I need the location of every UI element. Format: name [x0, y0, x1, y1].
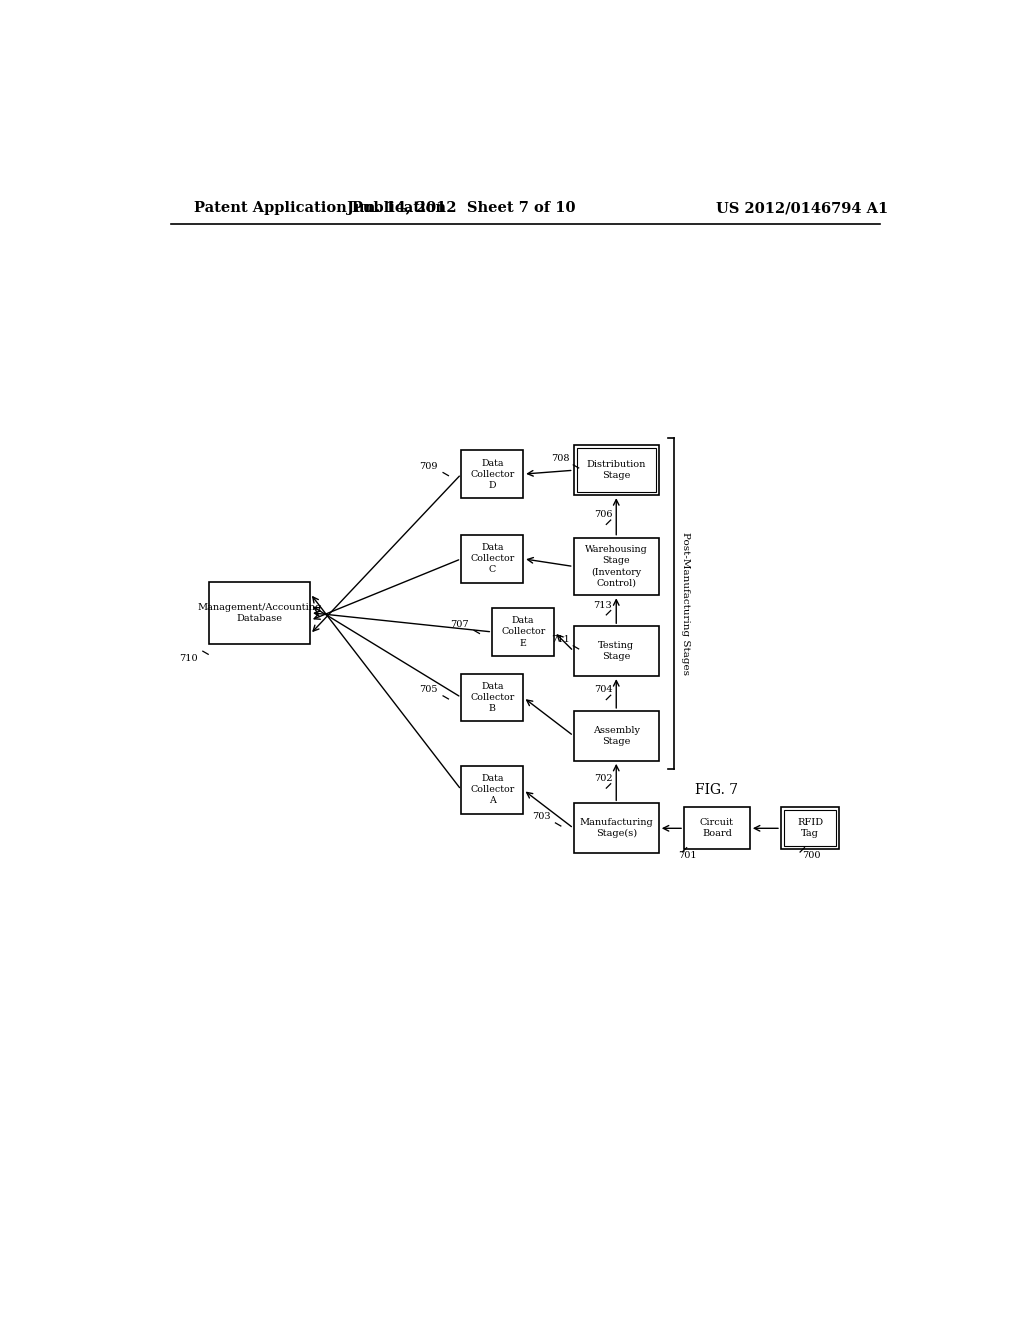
Text: 705: 705: [420, 685, 438, 694]
Text: Post-Manufacturing Stages: Post-Manufacturing Stages: [681, 532, 690, 675]
Text: Jun. 14, 2012  Sheet 7 of 10: Jun. 14, 2012 Sheet 7 of 10: [347, 202, 575, 215]
Text: Data
Collector
D: Data Collector D: [470, 458, 514, 490]
Bar: [573, 626, 658, 676]
Text: Testing
Stage: Testing Stage: [598, 642, 634, 661]
Bar: [209, 582, 310, 644]
Text: Data
Collector
E: Data Collector E: [501, 616, 546, 648]
Bar: [573, 537, 658, 595]
Bar: [461, 450, 523, 498]
Text: 701: 701: [678, 851, 697, 859]
Text: 711: 711: [551, 635, 569, 644]
Text: Data
Collector
A: Data Collector A: [470, 775, 514, 805]
Bar: [573, 711, 658, 760]
Text: Data
Collector
B: Data Collector B: [470, 682, 514, 713]
Text: Distribution
Stage: Distribution Stage: [587, 461, 646, 480]
Bar: [461, 673, 523, 721]
Text: 704: 704: [594, 685, 612, 694]
Text: Manufacturing
Stage(s): Manufacturing Stage(s): [580, 818, 653, 838]
Text: RFID
Tag: RFID Tag: [797, 818, 823, 838]
Text: FIG. 7: FIG. 7: [695, 783, 738, 797]
Bar: [577, 449, 655, 492]
Text: 713: 713: [594, 601, 612, 610]
Bar: [781, 807, 839, 850]
Text: Circuit
Board: Circuit Board: [700, 818, 734, 838]
Text: Management/Accounting
Database: Management/Accounting Database: [198, 603, 322, 623]
Bar: [573, 804, 658, 853]
Text: 708: 708: [551, 454, 569, 463]
Bar: [684, 807, 750, 850]
Text: 707: 707: [451, 620, 469, 628]
Text: 706: 706: [594, 510, 612, 519]
Text: 700: 700: [802, 851, 821, 859]
Text: 703: 703: [531, 812, 550, 821]
Bar: [784, 810, 836, 846]
Text: Patent Application Publication: Patent Application Publication: [194, 202, 445, 215]
Bar: [461, 766, 523, 813]
Text: 709: 709: [420, 462, 438, 471]
Bar: [573, 445, 658, 495]
Bar: [493, 609, 554, 656]
Bar: [461, 535, 523, 582]
Text: US 2012/0146794 A1: US 2012/0146794 A1: [716, 202, 889, 215]
Text: Data
Collector
C: Data Collector C: [470, 544, 514, 574]
Text: Warehousing
Stage
(Inventory
Control): Warehousing Stage (Inventory Control): [585, 545, 647, 587]
Text: 710: 710: [179, 655, 198, 664]
Text: 702: 702: [594, 774, 612, 783]
Text: Assembly
Stage: Assembly Stage: [593, 726, 640, 746]
